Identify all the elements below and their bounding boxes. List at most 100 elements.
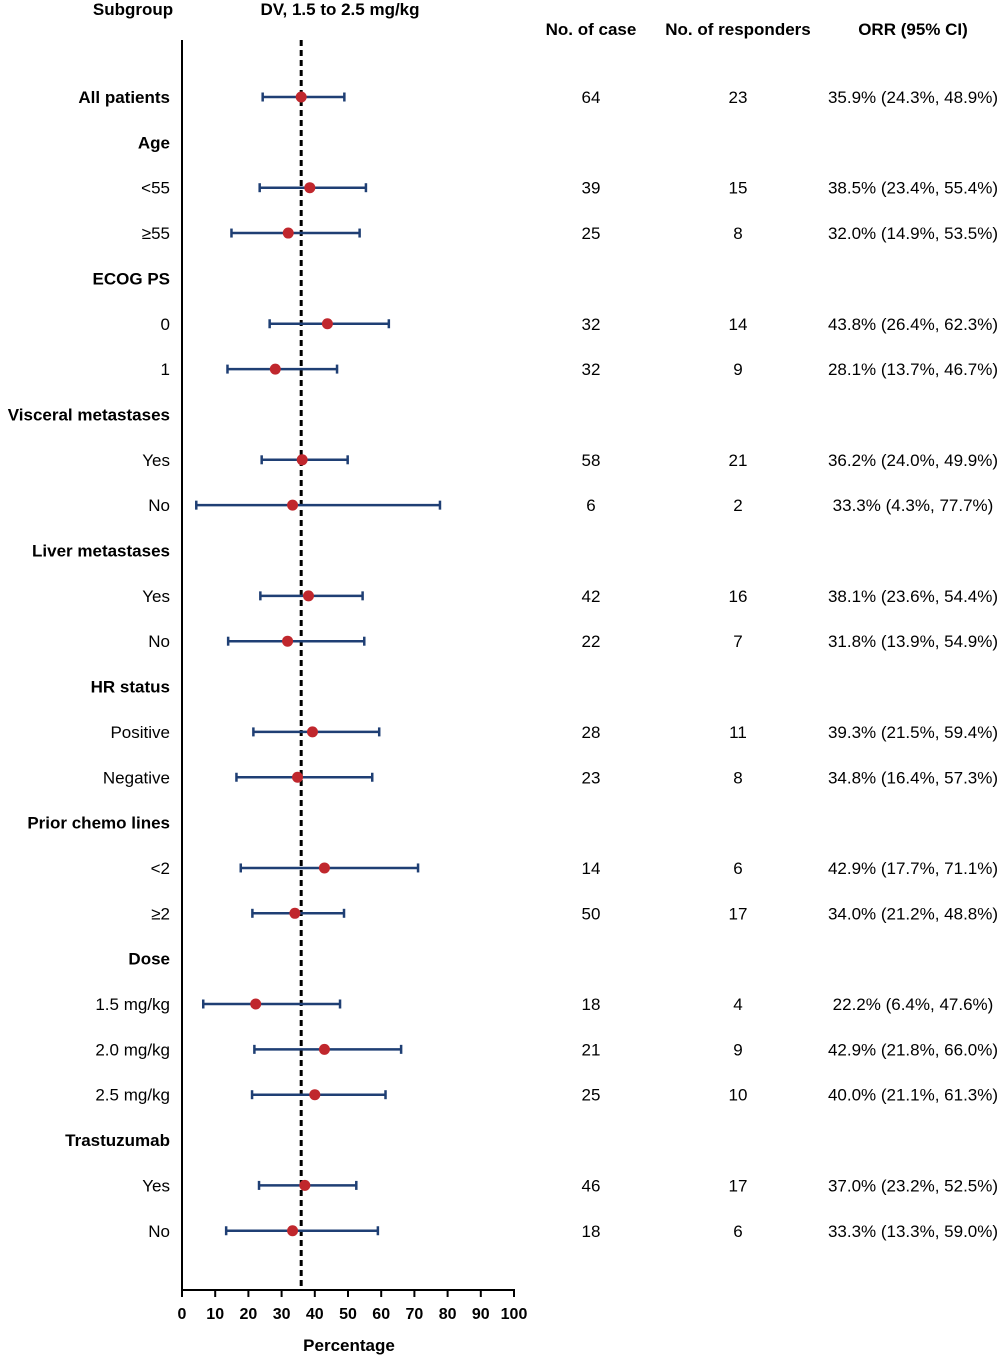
orr-value: 33.3% (4.3%, 77.7%) xyxy=(833,496,994,515)
ci-row xyxy=(235,771,374,783)
subgroup-header-label: Visceral metastases xyxy=(8,405,170,424)
orr-value: 32.0% (14.9%, 53.5%) xyxy=(828,224,998,243)
x-tick-label: 60 xyxy=(372,1306,390,1323)
subgroup-label: 1.5 mg/kg xyxy=(95,995,170,1014)
subgroup-label: No xyxy=(148,632,170,651)
subgroup-label: ≥2 xyxy=(151,904,170,923)
responders-value: 6 xyxy=(733,1222,742,1241)
cases-value: 50 xyxy=(582,904,601,923)
ci-row xyxy=(195,499,442,511)
subgroup-header-label: All patients xyxy=(78,88,170,107)
subgroup-label: Yes xyxy=(142,587,170,606)
x-tick-label: 90 xyxy=(472,1306,490,1323)
cases-value: 32 xyxy=(582,315,601,334)
responders-value: 4 xyxy=(733,995,742,1014)
point-estimate xyxy=(250,998,262,1010)
responders-value: 9 xyxy=(733,1040,742,1059)
point-estimate xyxy=(299,1179,311,1191)
cases-value: 25 xyxy=(582,224,601,243)
subgroup-label: 2.0 mg/kg xyxy=(95,1040,170,1059)
cases-value: 39 xyxy=(582,179,601,198)
ci-row xyxy=(259,590,364,602)
responders-value: 16 xyxy=(729,587,748,606)
responders-value: 7 xyxy=(733,632,742,651)
responders-value: 17 xyxy=(729,904,748,923)
orr-value: 38.5% (23.4%, 55.4%) xyxy=(828,179,998,198)
point-estimate xyxy=(318,862,330,874)
cases-value: 25 xyxy=(582,1086,601,1105)
responders-value: 14 xyxy=(729,315,748,334)
point-estimate xyxy=(321,318,333,330)
point-estimate xyxy=(287,1225,299,1237)
ci-row xyxy=(201,998,342,1010)
orr-value: 34.0% (21.2%, 48.8%) xyxy=(828,904,998,923)
x-tick-label: 20 xyxy=(240,1306,258,1323)
orr-value: 42.9% (21.8%, 66.0%) xyxy=(828,1040,998,1059)
orr-value: 42.9% (17.7%, 71.1%) xyxy=(828,859,998,878)
point-estimate xyxy=(296,454,308,466)
responders-value: 9 xyxy=(733,360,742,379)
cases-value: 22 xyxy=(582,632,601,651)
orr-value: 28.1% (13.7%, 46.7%) xyxy=(828,360,998,379)
header-subgroup: Subgroup xyxy=(93,0,173,19)
subgroup-label: Yes xyxy=(142,1176,170,1195)
cases-value: 46 xyxy=(582,1176,601,1195)
ci-row xyxy=(226,363,339,375)
point-estimate xyxy=(302,590,314,602)
orr-value: 22.2% (6.4%, 47.6%) xyxy=(833,995,994,1014)
header-responders: No. of responders xyxy=(665,20,810,39)
responders-value: 17 xyxy=(729,1176,748,1195)
x-tick-label: 0 xyxy=(178,1306,187,1323)
cases-value: 18 xyxy=(582,1222,601,1241)
cases-value: 64 xyxy=(582,88,601,107)
cases-value: 18 xyxy=(582,995,601,1014)
x-tick-label: 30 xyxy=(273,1306,291,1323)
x-tick-label: 80 xyxy=(439,1306,457,1323)
header-cases: No. of case xyxy=(546,20,637,39)
cases-value: 23 xyxy=(582,768,601,787)
cases-value: 14 xyxy=(582,859,601,878)
ci-row xyxy=(268,318,391,330)
cases-value: 21 xyxy=(582,1040,601,1059)
responders-value: 15 xyxy=(729,179,748,198)
subgroup-label: 0 xyxy=(161,315,170,334)
ci-row xyxy=(260,454,349,466)
point-estimate xyxy=(282,635,294,647)
point-estimate xyxy=(292,771,304,783)
responders-value: 23 xyxy=(729,88,748,107)
orr-value: 34.8% (16.4%, 57.3%) xyxy=(828,768,998,787)
cases-value: 58 xyxy=(582,451,601,470)
subgroup-label: No xyxy=(148,496,170,515)
ci-row xyxy=(257,1179,358,1191)
orr-value: 33.3% (13.3%, 59.0%) xyxy=(828,1222,998,1241)
x-tick-label: 70 xyxy=(406,1306,424,1323)
x-tick-label: 10 xyxy=(206,1306,224,1323)
responders-value: 8 xyxy=(733,224,742,243)
subgroup-label: <55 xyxy=(141,179,170,198)
x-tick-label: 100 xyxy=(501,1306,528,1323)
orr-value: 40.0% (21.1%, 61.3%) xyxy=(828,1086,998,1105)
responders-value: 2 xyxy=(733,496,742,515)
orr-value: 36.2% (24.0%, 49.9%) xyxy=(828,451,998,470)
orr-value: 39.3% (21.5%, 59.4%) xyxy=(828,723,998,742)
subgroup-label: <2 xyxy=(151,859,170,878)
ci-row xyxy=(252,726,381,738)
subgroup-header-label: Liver metastases xyxy=(32,542,170,561)
point-estimate xyxy=(295,91,307,103)
responders-value: 10 xyxy=(729,1086,748,1105)
x-axis-title: Percentage xyxy=(303,1336,395,1355)
orr-value: 38.1% (23.6%, 54.4%) xyxy=(828,587,998,606)
ci-row xyxy=(250,1089,387,1101)
responders-value: 21 xyxy=(729,451,748,470)
ci-row xyxy=(253,1043,403,1055)
header-orr: ORR (95% CI) xyxy=(858,20,968,39)
point-estimate xyxy=(289,907,301,919)
ci-row xyxy=(261,91,346,103)
responders-value: 11 xyxy=(729,723,747,742)
point-estimate xyxy=(269,363,281,375)
orr-value: 37.0% (23.2%, 52.5%) xyxy=(828,1176,998,1195)
point-estimate xyxy=(309,1089,321,1101)
subgroup-label: Yes xyxy=(142,451,170,470)
subgroup-header-label: HR status xyxy=(91,678,170,697)
